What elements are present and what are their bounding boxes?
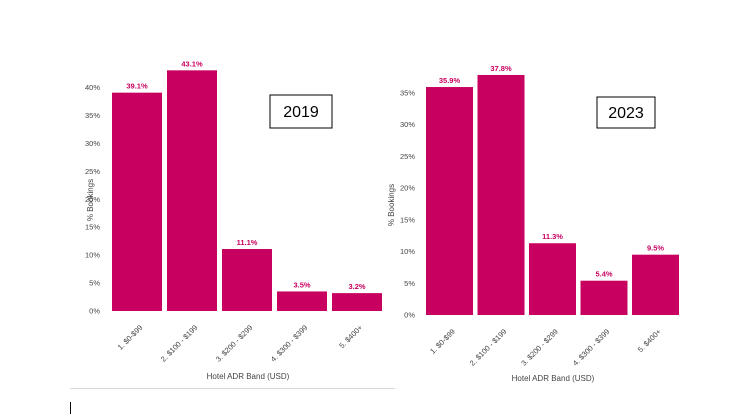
x-tick-label-2023-3: 3. $200 - $299 xyxy=(519,327,560,368)
data-label-2023-1: 35.9% xyxy=(439,76,461,85)
y-tick-label-2019: 25% xyxy=(85,167,100,176)
year-label-2019: 2019 xyxy=(283,104,319,121)
bar-2023-1 xyxy=(426,87,473,315)
chart-panel-2019: 2019 Hotel ADR Band (USD) % Bookings 0% 5… xyxy=(85,59,382,381)
x-tick-label-2019-3: 3. $200 - $299 xyxy=(214,323,255,364)
y-tick-label-2019: 20% xyxy=(85,195,100,204)
y-tick-label-2023: 25% xyxy=(400,152,415,161)
y-tick-label-2019: 40% xyxy=(85,83,100,92)
y-tick-label-2023: 20% xyxy=(400,184,415,193)
text-cursor-mark xyxy=(70,402,71,414)
data-label-2023-2: 37.8% xyxy=(490,64,512,73)
y-tick-label-2019: 5% xyxy=(89,279,100,288)
y-axis-title-2023: % Bookings xyxy=(387,184,396,226)
y-tick-label-2023: 15% xyxy=(400,215,415,224)
chart-panel-2023: 2023 Hotel ADR Band (USD) % Bookings 0% 5… xyxy=(387,64,679,383)
y-tick-label-2019: 10% xyxy=(85,251,100,260)
year-label-2023: 2023 xyxy=(608,105,644,122)
data-label-2023-3: 11.3% xyxy=(542,232,563,241)
y-tick-label-2023: 35% xyxy=(400,88,415,97)
bar-2019-4 xyxy=(277,291,327,311)
x-tick-label-2019-5: 5. $400+ xyxy=(337,323,365,351)
data-label-2023-4: 5.4% xyxy=(595,270,612,279)
bar-2019-3 xyxy=(222,249,272,311)
x-tick-label-2023-2: 2. $100 - $199 xyxy=(468,327,509,368)
year-box-2019 xyxy=(269,94,333,129)
bar-2019-2 xyxy=(167,70,217,312)
x-tick-label-2023-5: 5. $400+ xyxy=(636,327,664,355)
bar-2023-2 xyxy=(477,74,525,315)
x-axis-title-2019: Hotel ADR Band (USD) xyxy=(207,372,290,381)
year-box-2023 xyxy=(596,96,656,129)
y-tick-label-2019: 15% xyxy=(85,223,100,232)
x-tick-label-2019-2: 2. $100 - $199 xyxy=(159,323,200,364)
y-tick-label-2023: 5% xyxy=(404,279,415,288)
data-label-2023-5: 9.5% xyxy=(647,244,664,253)
data-label-2019-4: 3.5% xyxy=(293,280,310,289)
data-label-2019-3: 11.1% xyxy=(237,238,258,247)
y-tick-label-2023: 0% xyxy=(404,311,415,320)
x-axis-title-2023: Hotel ADR Band (USD) xyxy=(512,374,595,383)
bottom-divider xyxy=(70,388,395,389)
bar-2023-3 xyxy=(529,243,576,315)
y-axis-title-2019: % Bookings xyxy=(86,179,95,221)
x-tick-label-2023-4: 4. $300 - $399 xyxy=(571,327,612,368)
y-tick-label-2019: 35% xyxy=(85,111,100,120)
x-tick-label-2023-1: 1. $0-$99 xyxy=(428,327,457,356)
bar-2023-5 xyxy=(632,254,679,315)
bar-2019-5 xyxy=(332,293,382,311)
bar-2023-4 xyxy=(580,280,628,315)
y-tick-label-2019: 0% xyxy=(89,307,100,316)
data-label-2019-5: 3.2% xyxy=(348,282,365,291)
y-tick-label-2023: 10% xyxy=(400,247,415,256)
y-tick-label-2019: 30% xyxy=(85,139,100,148)
data-label-2019-2: 43.1% xyxy=(181,59,203,68)
x-tick-label-2019-4: 4. $300 - $399 xyxy=(269,323,310,364)
data-label-2019-1: 39.1% xyxy=(126,82,148,91)
y-tick-label-2023: 30% xyxy=(400,120,415,129)
bar-2019-1 xyxy=(112,92,162,311)
x-tick-label-2019-1: 1. $0-$99 xyxy=(116,323,145,352)
